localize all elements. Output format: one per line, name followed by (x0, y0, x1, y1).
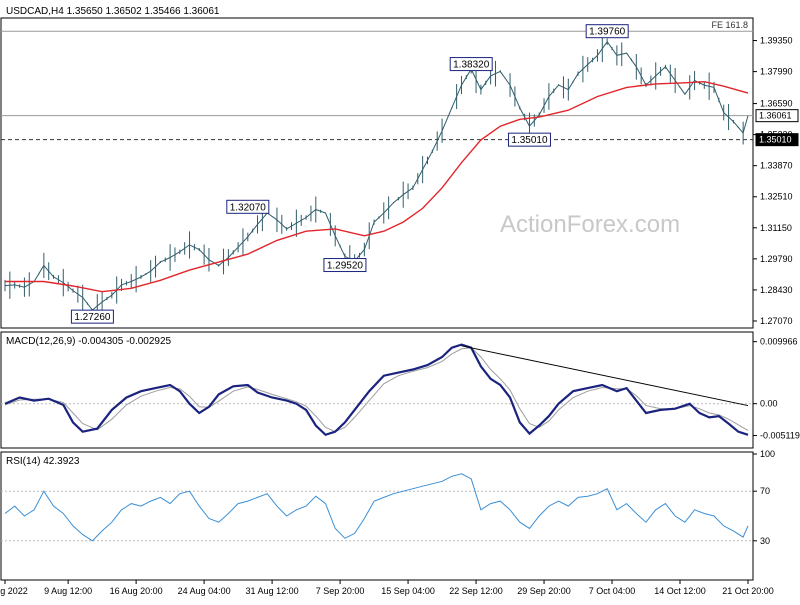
rsi-tick-label: 30 (760, 536, 770, 546)
rsi-panel-frame (0, 451, 754, 581)
x-tick-label: 21 Oct 20:00 (722, 586, 774, 596)
price-tick-label: 1.32510 (760, 192, 793, 202)
moving-average-line (5, 80, 749, 293)
price-annotation-label: 1.35010 (511, 135, 548, 146)
x-tick-label: 7 Oct 04:00 (589, 586, 636, 596)
price-header: USDCAD,H4 1.35650 1.36502 1.35466 1.3606… (6, 6, 220, 17)
price-tick-label: 1.37990 (760, 67, 793, 77)
x-tick-label: 7 Sep 20:00 (316, 586, 365, 596)
macd-tick-label: -0.005119 (760, 431, 800, 441)
price-annotation-box (507, 132, 551, 147)
macd-tick-label: 0.00 (760, 399, 778, 409)
x-tick-label: 31 Aug 12:00 (246, 586, 299, 596)
price-line (4, 40, 749, 311)
rsi-header: RSI(14) 42.3923 (6, 456, 80, 467)
price-tick-label: 1.28430 (760, 285, 793, 295)
rsi-layer (1, 473, 753, 542)
price-annotation-box (585, 24, 629, 39)
x-tick-label: 29 Sep 20:00 (517, 586, 571, 596)
price-tick-label: 1.31150 (760, 223, 792, 233)
price-annotation-label: 1.39760 (589, 27, 626, 38)
price-tick-label: 1.33870 (760, 161, 793, 171)
price-annotation-box (226, 199, 270, 214)
price-annotation-box (449, 57, 493, 72)
macd-signal-line (4, 347, 749, 433)
price-tick-label: 1.39350 (760, 36, 793, 46)
macd-layer (1, 343, 753, 437)
x-tick-label: 16 Aug 20:00 (110, 586, 163, 596)
x-tick-label: 9 Aug 12:00 (44, 586, 92, 596)
axis-price-marker (755, 109, 799, 123)
macd-trendline (461, 345, 749, 407)
price-annotation-label: 1.32070 (230, 202, 267, 213)
price-tick-label: 1.36590 (760, 99, 793, 109)
price-annotation-box (70, 309, 114, 324)
price-annotation-label: 1.29520 (327, 261, 364, 272)
fe-level-label: FE 161.8 (711, 20, 748, 30)
axis-price-marker-label: 1.36061 (759, 111, 792, 121)
x-tick-label: 22 Sep 12:00 (449, 586, 503, 596)
price-panel-frame (0, 17, 754, 329)
axis-price-marker-label: 1.35010 (759, 135, 792, 145)
price-annotation-label: 1.38320 (453, 60, 490, 71)
watermark: ActionForex.com (500, 211, 680, 238)
rsi-tick-label: 100 (760, 449, 775, 459)
axes-layer: 1.393501.379901.365901.352301.338701.325… (0, 36, 800, 596)
x-tick-label: 15 Sep 04:00 (381, 586, 435, 596)
macd-header: MACD(12,26,9) -0.004305 -0.002925 (6, 336, 172, 347)
price-tick-label: 1.27070 (760, 316, 793, 326)
price-annotation-box (323, 258, 367, 273)
macd-tick-label: 0.009966 (760, 337, 798, 347)
macd-line (4, 343, 749, 437)
price-layer: FE 161.8 1.39760 1.38320 1.35010 1.32070 1.29… (1, 20, 753, 324)
x-tick-label: 14 Oct 12:00 (654, 586, 706, 596)
x-tick-label: 24 Aug 04:00 (178, 586, 231, 596)
rsi-line (4, 473, 749, 542)
price-annotation-label: 1.27260 (74, 312, 111, 323)
axis-price-marker (755, 133, 799, 147)
x-tick-label: 2 Aug 2022 (0, 586, 28, 596)
macd-panel-frame (0, 331, 754, 449)
rsi-tick-label: 70 (760, 486, 770, 496)
price-tick-label: 1.29790 (760, 254, 793, 264)
